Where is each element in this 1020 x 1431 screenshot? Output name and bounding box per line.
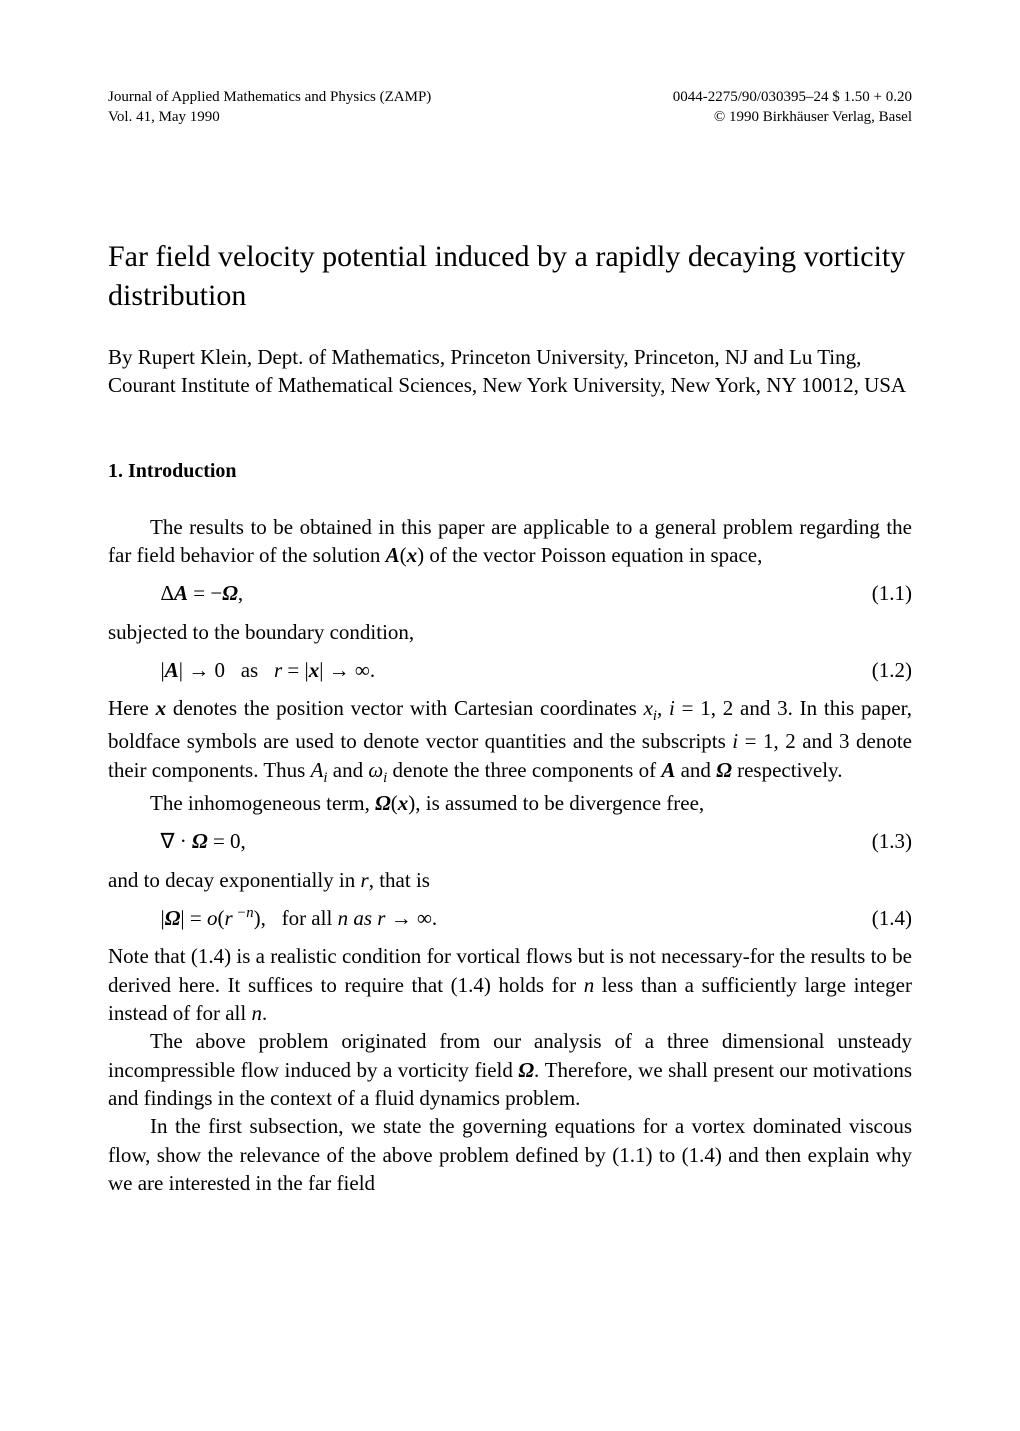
symbol-Omega: Ω [375, 791, 391, 815]
body-text: The results to be obtained in this paper… [108, 513, 912, 1198]
authors-affiliation: By Rupert Klein, Dept. of Mathematics, P… [108, 343, 912, 400]
paragraph-6: In the first subsection, we state the go… [108, 1112, 912, 1197]
symbol-x: x [156, 696, 167, 720]
text: and to decay exponentially in [108, 868, 361, 892]
symbol-n: n [584, 973, 595, 997]
issn-price: 0044-2275/90/030395–24 $ 1.50 + 0.20 [673, 88, 912, 108]
symbol-n: n [251, 1001, 262, 1025]
symbol-Omega: Ω [716, 758, 732, 782]
text: denote the three components of [387, 758, 661, 782]
volume-date: Vol. 41, May 1990 [108, 108, 431, 128]
symbol-x: x [407, 543, 418, 567]
equation-number: (1.3) [862, 827, 912, 855]
equation-1-3: ∇ · Ω = 0, (1.3) [108, 827, 912, 855]
header-right: 0044-2275/90/030395–24 $ 1.50 + 0.20 © 1… [673, 88, 912, 127]
symbol-r: r [361, 868, 369, 892]
text: and [328, 758, 369, 782]
equation-1-4: |Ω| = o(r −n), for all n as r → ∞. (1.4) [108, 904, 912, 932]
text: of the vector Poisson equation in space, [424, 543, 762, 567]
equation-number: (1.1) [862, 579, 912, 607]
text: , is assumed to be divergence free, [415, 791, 704, 815]
journal-name: Journal of Applied Mathematics and Physi… [108, 88, 431, 108]
text: , [657, 696, 669, 720]
equation-1-2: |A| → 0 as r = |x| → ∞. (1.2) [108, 656, 912, 684]
paragraph-1: The results to be obtained in this paper… [108, 513, 912, 570]
symbol-A: A [386, 543, 400, 567]
equation-number: (1.2) [862, 656, 912, 684]
header-left: Journal of Applied Mathematics and Physi… [108, 88, 431, 127]
text: Here [108, 696, 156, 720]
symbol-A: A [661, 758, 675, 782]
text: denotes the position vector with Cartesi… [166, 696, 644, 720]
text: as [348, 906, 377, 930]
text: . [262, 1001, 267, 1025]
symbol-xi: xi [644, 696, 657, 720]
paragraph-4: Note that (1.4) is a realistic condition… [108, 942, 912, 1027]
symbol-Omega: Ω [518, 1058, 534, 1082]
paragraph-2: Here x denotes the position vector with … [108, 694, 912, 788]
running-header: Journal of Applied Mathematics and Physi… [108, 88, 912, 127]
symbol-Ai: Ai [311, 758, 328, 782]
equation-content: |Ω| = o(r −n), for all n as r → ∞. [161, 904, 862, 932]
text: ( [391, 791, 398, 815]
paragraph-5: The above problem originated from our an… [108, 1027, 912, 1112]
equation-content: ΔA = −Ω, [161, 579, 862, 607]
text: and [675, 758, 716, 782]
text: , that is [369, 868, 430, 892]
symbol-x: x [398, 791, 409, 815]
article-title: Far field velocity potential induced by … [108, 237, 912, 315]
copyright: © 1990 Birkhäuser Verlag, Basel [673, 108, 912, 128]
text: ( [400, 543, 407, 567]
equation-content: |A| → 0 as r = |x| → ∞. [161, 656, 862, 684]
text: The inhomogeneous term, [150, 791, 375, 815]
text: respectively. [732, 758, 843, 782]
text-subjected: subjected to the boundary condition, [108, 618, 912, 646]
symbol-omegai: ωi [368, 758, 387, 782]
text-decay: and to decay exponentially in r, that is [108, 866, 912, 894]
equation-number: (1.4) [862, 904, 912, 932]
equation-content: ∇ · Ω = 0, [161, 827, 862, 855]
section-heading-1: 1. Introduction [108, 460, 912, 483]
paragraph-3: The inhomogeneous term, Ω(x), is assumed… [108, 789, 912, 817]
page: Journal of Applied Mathematics and Physi… [0, 0, 1020, 1431]
equation-1-1: ΔA = −Ω, (1.1) [108, 579, 912, 607]
